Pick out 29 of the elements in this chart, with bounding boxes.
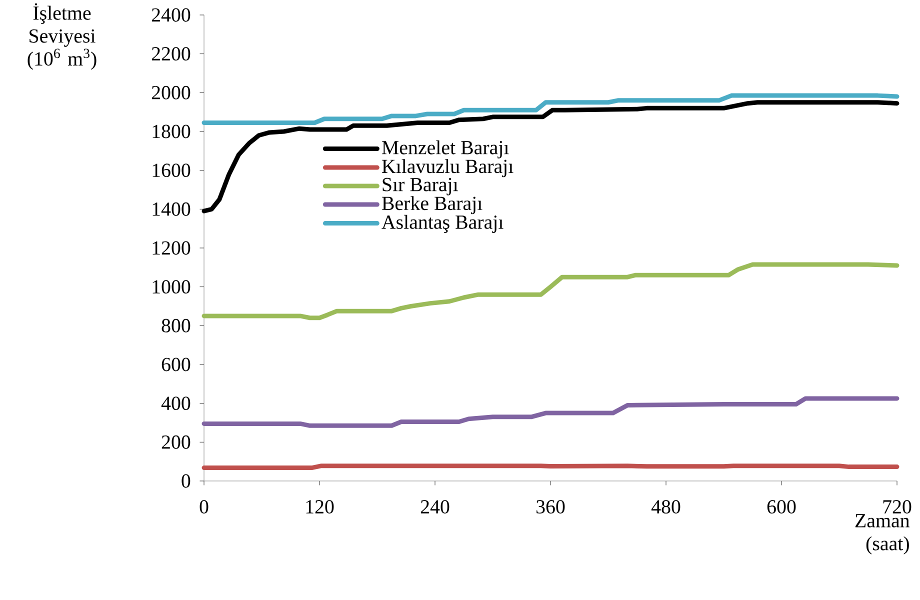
y-tick-label: 0	[182, 474, 190, 488]
legend-label: Menzelet Barajı	[382, 140, 509, 158]
legend-label: Kılavuzlu Barajı	[382, 159, 514, 178]
y-tick-label: 600	[162, 358, 190, 372]
y-tick-label: 400	[161, 396, 190, 410]
x-tick-label: 600	[767, 500, 796, 514]
legend-label: Berke Barajı	[382, 196, 482, 214]
y-tick-label: 800	[162, 318, 190, 332]
y-tick-label: 2000	[152, 86, 190, 100]
x-tick-label: 360	[536, 500, 565, 514]
x-tick-label: 120	[306, 500, 334, 514]
y-tick-label: 1400	[152, 202, 190, 216]
y-tick-label: 2200	[152, 47, 190, 61]
line-series	[202, 262, 900, 320]
y-tick-label: 1200	[152, 241, 190, 255]
x-axis-title: Zaman (saat)	[855, 514, 910, 554]
y-tick-label: 1600	[152, 164, 190, 178]
x-tick-label: 720	[883, 500, 912, 514]
y-tick-label: 1800	[152, 124, 190, 138]
x-tick-label: 240	[420, 500, 450, 514]
y-axis-title: İşletme Seviyesi (10$^{6}$ m$^{3}$)	[28, 3, 96, 70]
x-tick-label: 480	[651, 500, 680, 514]
y-tick-label: 200	[162, 435, 190, 449]
legend-label: Sır Barajı	[382, 178, 458, 196]
legend-label: Aslantaş Barajı	[382, 214, 504, 233]
y-tick-label: 2400	[152, 8, 190, 22]
y-tick-label: 1000	[152, 280, 190, 294]
line-series	[202, 93, 900, 125]
x-tick-label: 0	[200, 500, 208, 514]
